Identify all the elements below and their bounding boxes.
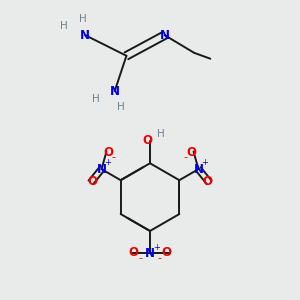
Text: -: - [158,253,162,263]
Text: O: O [142,134,153,147]
Text: N: N [194,163,203,176]
Text: O: O [187,146,196,159]
Text: O: O [87,175,97,188]
Text: H: H [92,94,99,104]
Text: N: N [110,85,120,98]
Text: +: + [153,243,160,252]
Text: O: O [103,146,113,159]
Text: -: - [183,152,187,162]
Text: N: N [145,247,155,260]
Text: N: N [97,163,106,176]
Text: O: O [203,175,213,188]
Text: N: N [160,29,170,42]
Text: H: H [79,14,87,24]
Text: H: H [60,21,68,31]
Text: +: + [202,158,208,167]
Text: H: H [117,102,124,112]
Text: O: O [162,246,172,259]
Text: O: O [128,246,138,259]
Text: -: - [138,253,142,263]
Text: H: H [157,129,165,139]
Text: -: - [112,152,116,162]
Text: +: + [105,158,112,167]
Text: N: N [80,29,90,42]
